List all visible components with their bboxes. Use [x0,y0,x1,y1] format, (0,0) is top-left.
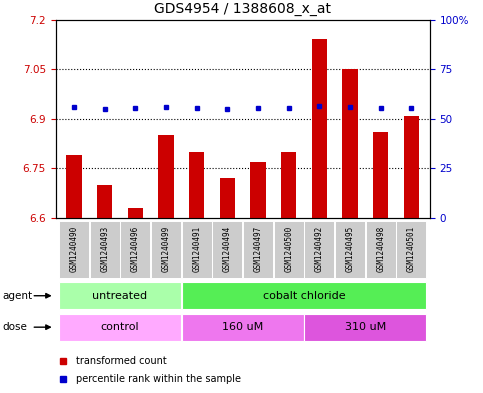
Text: percentile rank within the sample: percentile rank within the sample [76,374,241,384]
Bar [304,221,334,278]
Text: untreated: untreated [92,291,147,301]
Bar [158,136,174,218]
Text: GSM1240492: GSM1240492 [315,225,324,272]
Text: GSM1240493: GSM1240493 [100,225,109,272]
Bar [97,185,113,218]
Bar [66,155,82,218]
Bar [182,221,212,278]
Text: GSM1240498: GSM1240498 [376,225,385,272]
Bar [312,40,327,218]
Bar [342,69,358,218]
Bar [366,221,396,278]
Bar [59,314,181,341]
Bar [335,221,365,278]
Title: GDS4954 / 1388608_x_at: GDS4954 / 1388608_x_at [154,2,331,16]
Bar [182,314,304,341]
Text: dose: dose [2,322,28,332]
Bar [90,221,120,278]
Text: GSM1240500: GSM1240500 [284,225,293,272]
Text: GSM1240495: GSM1240495 [346,225,355,272]
Bar [182,282,426,309]
Bar [59,221,89,278]
Text: 310 uM: 310 uM [345,322,386,332]
Bar [120,221,150,278]
Text: GSM1240494: GSM1240494 [223,225,232,272]
Bar [151,221,181,278]
Bar [189,152,204,218]
Text: cobalt chloride: cobalt chloride [263,291,345,301]
Text: GSM1240490: GSM1240490 [70,225,78,272]
Bar [220,178,235,218]
Bar [404,116,419,218]
Bar [213,221,242,278]
Bar [274,221,304,278]
Bar [250,162,266,218]
Bar [373,132,388,218]
Text: GSM1240501: GSM1240501 [407,225,416,272]
Text: 160 uM: 160 uM [222,322,263,332]
Bar [397,221,426,278]
Text: agent: agent [2,291,32,301]
Text: GSM1240491: GSM1240491 [192,225,201,272]
Bar [243,221,273,278]
Text: GSM1240496: GSM1240496 [131,225,140,272]
Text: control: control [100,322,139,332]
Bar [281,152,297,218]
Text: GSM1240497: GSM1240497 [254,225,263,272]
Bar [59,282,181,309]
Text: GSM1240499: GSM1240499 [161,225,170,272]
Text: transformed count: transformed count [76,356,167,366]
Bar [128,208,143,218]
Bar [304,314,426,341]
